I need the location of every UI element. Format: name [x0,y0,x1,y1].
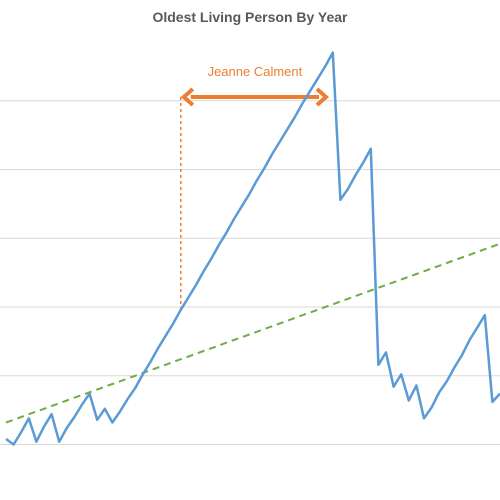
chart-title: Oldest Living Person By Year [152,9,348,25]
annotation-arrow-right-head [315,87,330,107]
gridlines [0,100,500,445]
annotation-arrow-left-head [180,87,195,107]
series-line-oldest-age [5,51,500,446]
series-layer [5,51,500,446]
annotation-label: Jeanne Calment [208,64,303,79]
trend-line [5,242,500,424]
annotation-layer: Jeanne Calment [180,64,330,310]
